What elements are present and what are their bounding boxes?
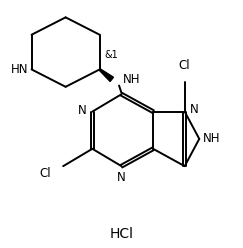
Text: &1: &1	[104, 50, 118, 60]
Text: Cl: Cl	[179, 59, 191, 72]
Text: N: N	[117, 171, 126, 184]
Text: Cl: Cl	[39, 167, 51, 180]
Text: N: N	[190, 103, 199, 116]
Text: NH: NH	[123, 73, 140, 86]
Text: HN: HN	[11, 63, 28, 76]
Polygon shape	[99, 69, 113, 82]
Text: HCl: HCl	[110, 227, 133, 241]
Text: NH: NH	[203, 132, 220, 145]
Text: N: N	[78, 104, 87, 117]
